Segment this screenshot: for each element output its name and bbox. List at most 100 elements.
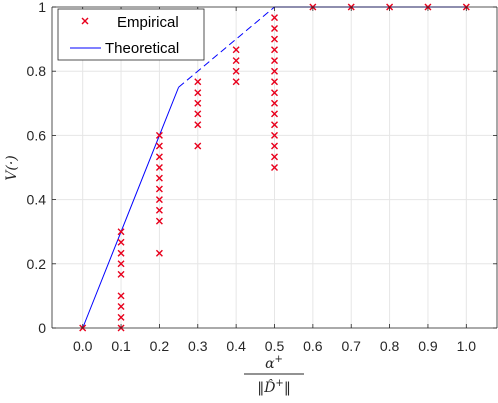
empirical-point-stroke <box>271 14 278 22</box>
empirical-point <box>271 99 278 107</box>
x-tick-label: 0.1 <box>111 338 131 354</box>
empirical-point <box>271 110 278 118</box>
empirical-point <box>271 142 278 150</box>
empirical-point-stroke <box>271 110 278 118</box>
empirical-point <box>155 185 163 193</box>
empirical-point <box>117 313 125 321</box>
empirical-point <box>194 121 202 129</box>
empirical-point-stroke <box>155 206 163 214</box>
empirical-point <box>232 67 240 75</box>
x-label-numerator: α <box>265 356 275 372</box>
empirical-point-stroke <box>232 46 240 54</box>
empirical-point-stroke <box>117 260 125 268</box>
empirical-point-stroke <box>232 67 240 75</box>
empirical-point-stroke <box>271 46 278 54</box>
empirical-point-stroke <box>232 78 240 86</box>
empirical-point <box>271 153 278 161</box>
y-axis-label: V(·) <box>4 155 20 180</box>
empirical-point-stroke <box>117 270 125 278</box>
empirical-point-stroke <box>117 302 125 310</box>
empirical-point-stroke <box>194 89 202 97</box>
empirical-point-stroke <box>194 110 202 118</box>
empirical-point-stroke <box>271 142 278 150</box>
empirical-point-stroke <box>271 153 278 161</box>
empirical-point-stroke <box>155 196 163 204</box>
ticks: 0.0 0.1 0.2 0.3 0.4 0.5 0.6 0.7 0.8 0.9 1.0 0 0.2 0.4… <box>27 0 497 354</box>
x-tick-label: 0.8 <box>380 338 400 354</box>
empirical-point-stroke <box>155 249 163 257</box>
y-tick-label: 0.4 <box>27 192 47 208</box>
x-label-denominator: ‖D̂ <box>257 378 275 396</box>
empirical-point <box>194 89 202 97</box>
empirical-point <box>232 78 240 86</box>
empirical-point-stroke <box>271 67 278 75</box>
x-tick-label: 0.7 <box>341 338 361 354</box>
empirical-point <box>271 67 278 75</box>
empirical-point-stroke <box>271 89 278 97</box>
empirical-point-stroke <box>194 142 202 150</box>
empirical-point-stroke <box>155 174 163 182</box>
x-label-denominator-close: ‖ <box>284 380 291 396</box>
empirical-point-stroke <box>155 185 163 193</box>
x-tick-label: 0.6 <box>303 338 323 354</box>
empirical-point <box>232 57 240 65</box>
empirical-point <box>271 25 278 33</box>
empirical-point-stroke <box>271 121 278 129</box>
theoretical-segment-dashed <box>178 6 275 88</box>
empirical-point <box>194 110 202 118</box>
empirical-point-stroke <box>117 238 125 246</box>
y-tick-label: 0 <box>38 320 46 336</box>
empirical-point-stroke <box>155 142 163 150</box>
x-tick-label: 0.0 <box>73 338 93 354</box>
x-tick-label: 1.0 <box>457 338 477 354</box>
empirical-point <box>271 131 278 139</box>
x-tick-label: 0.4 <box>226 338 246 354</box>
x-label-denominator-sup: + <box>275 378 283 389</box>
empirical-point-stroke <box>271 25 278 33</box>
empirical-point-stroke <box>117 292 125 300</box>
empirical-point <box>271 78 278 86</box>
empirical-point-stroke <box>271 164 278 171</box>
empirical-point <box>271 46 278 54</box>
empirical-point-stroke <box>117 313 125 321</box>
empirical-point-stroke <box>271 57 278 65</box>
x-label-numerator-sup: + <box>275 354 283 365</box>
empirical-point <box>155 217 163 225</box>
x-tick-label: 0.5 <box>265 338 285 354</box>
empirical-point-stroke <box>271 78 278 86</box>
empirical-point-stroke <box>155 131 163 139</box>
empirical-point <box>155 249 163 257</box>
empirical-point <box>155 142 163 150</box>
empirical-point-stroke <box>232 57 240 65</box>
empirical-point <box>232 46 240 54</box>
empirical-point <box>155 196 163 204</box>
empirical-point-stroke <box>194 78 202 86</box>
empirical-point <box>155 131 163 139</box>
empirical-point <box>117 238 125 246</box>
empirical-point-stroke <box>271 131 278 139</box>
empirical-point <box>155 206 163 214</box>
empirical-point <box>271 121 278 129</box>
empirical-point <box>271 14 278 22</box>
empirical-point-stroke <box>155 217 163 225</box>
empirical-point <box>117 302 125 310</box>
legend-marker-empirical <box>81 17 89 25</box>
empirical-point-stroke <box>271 99 278 107</box>
empirical-point <box>155 164 163 171</box>
empirical-point <box>117 249 125 257</box>
legend: Empirical Theoretical <box>57 8 205 61</box>
x-tick-label: 0.3 <box>188 338 208 354</box>
empirical-point-stroke <box>194 121 202 129</box>
empirical-point-stroke <box>155 153 163 161</box>
svg-text:α+: α+ <box>265 354 283 372</box>
empirical-point-stroke <box>117 228 125 236</box>
empirical-point <box>271 35 278 43</box>
y-tick-label: 1 <box>38 0 46 15</box>
y-tick-label: 0.2 <box>27 256 47 272</box>
empirical-point <box>271 164 278 171</box>
empirical-point <box>117 270 125 278</box>
empirical-point <box>194 78 202 86</box>
empirical-point-stroke <box>155 164 163 171</box>
empirical-point <box>271 57 278 65</box>
